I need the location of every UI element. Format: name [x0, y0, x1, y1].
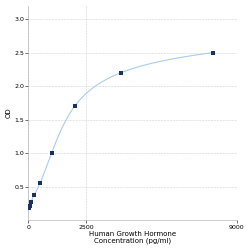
Point	[32, 193, 36, 197]
Point	[28, 204, 32, 208]
Point	[29, 200, 33, 203]
Point	[73, 104, 77, 108]
X-axis label: Human Growth Hormone
Concentration (pg/ml): Human Growth Hormone Concentration (pg/m…	[89, 231, 176, 244]
Y-axis label: OD: OD	[6, 108, 12, 118]
Point	[212, 50, 216, 54]
Point	[38, 182, 42, 186]
Point	[27, 205, 31, 209]
Point	[27, 206, 31, 210]
Point	[119, 71, 123, 75]
Point	[50, 151, 54, 155]
